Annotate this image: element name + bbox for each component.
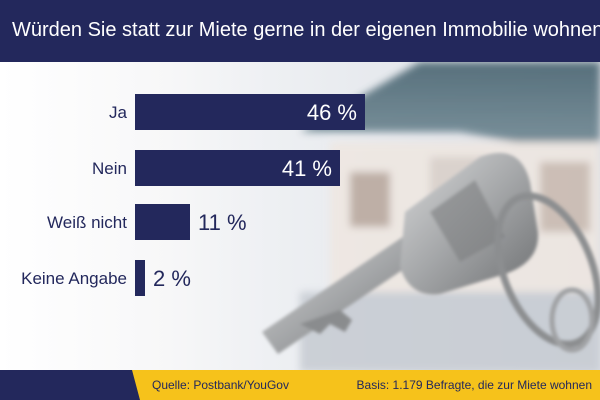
category-label: Nein bbox=[92, 159, 127, 178]
basis-note: Basis: 1.179 Befragte, die zur Miete woh… bbox=[356, 378, 592, 392]
bar bbox=[135, 204, 190, 240]
category-label: Ja bbox=[109, 103, 128, 122]
footer-accent bbox=[0, 370, 140, 400]
data-label: 11 % bbox=[198, 210, 247, 235]
footer: Quelle: Postbank/YouGov Basis: 1.179 Bef… bbox=[0, 370, 600, 400]
category-label: Weiß nicht bbox=[47, 213, 127, 232]
data-label: 46 % bbox=[307, 100, 357, 125]
chart-area: Ja 46 % Nein 41 % Weiß nicht 11 % Keine Angabe… bbox=[0, 62, 600, 370]
category-label: Keine Angabe bbox=[21, 269, 127, 288]
bar bbox=[135, 150, 340, 186]
chart-title: Würden Sie statt zur Miete gerne in der … bbox=[12, 19, 600, 41]
bar bbox=[135, 260, 145, 296]
chart-header: Würden Sie statt zur Miete gerne in der … bbox=[0, 0, 600, 62]
source-note: Quelle: Postbank/YouGov bbox=[152, 378, 289, 392]
data-label: 2 % bbox=[153, 266, 191, 291]
data-label: 41 % bbox=[282, 156, 332, 181]
bar bbox=[135, 94, 365, 130]
bar-chart: Ja 46 % Nein 41 % Weiß nicht 11 % Keine Angabe… bbox=[21, 94, 365, 296]
house-key-photo-icon bbox=[262, 62, 600, 370]
